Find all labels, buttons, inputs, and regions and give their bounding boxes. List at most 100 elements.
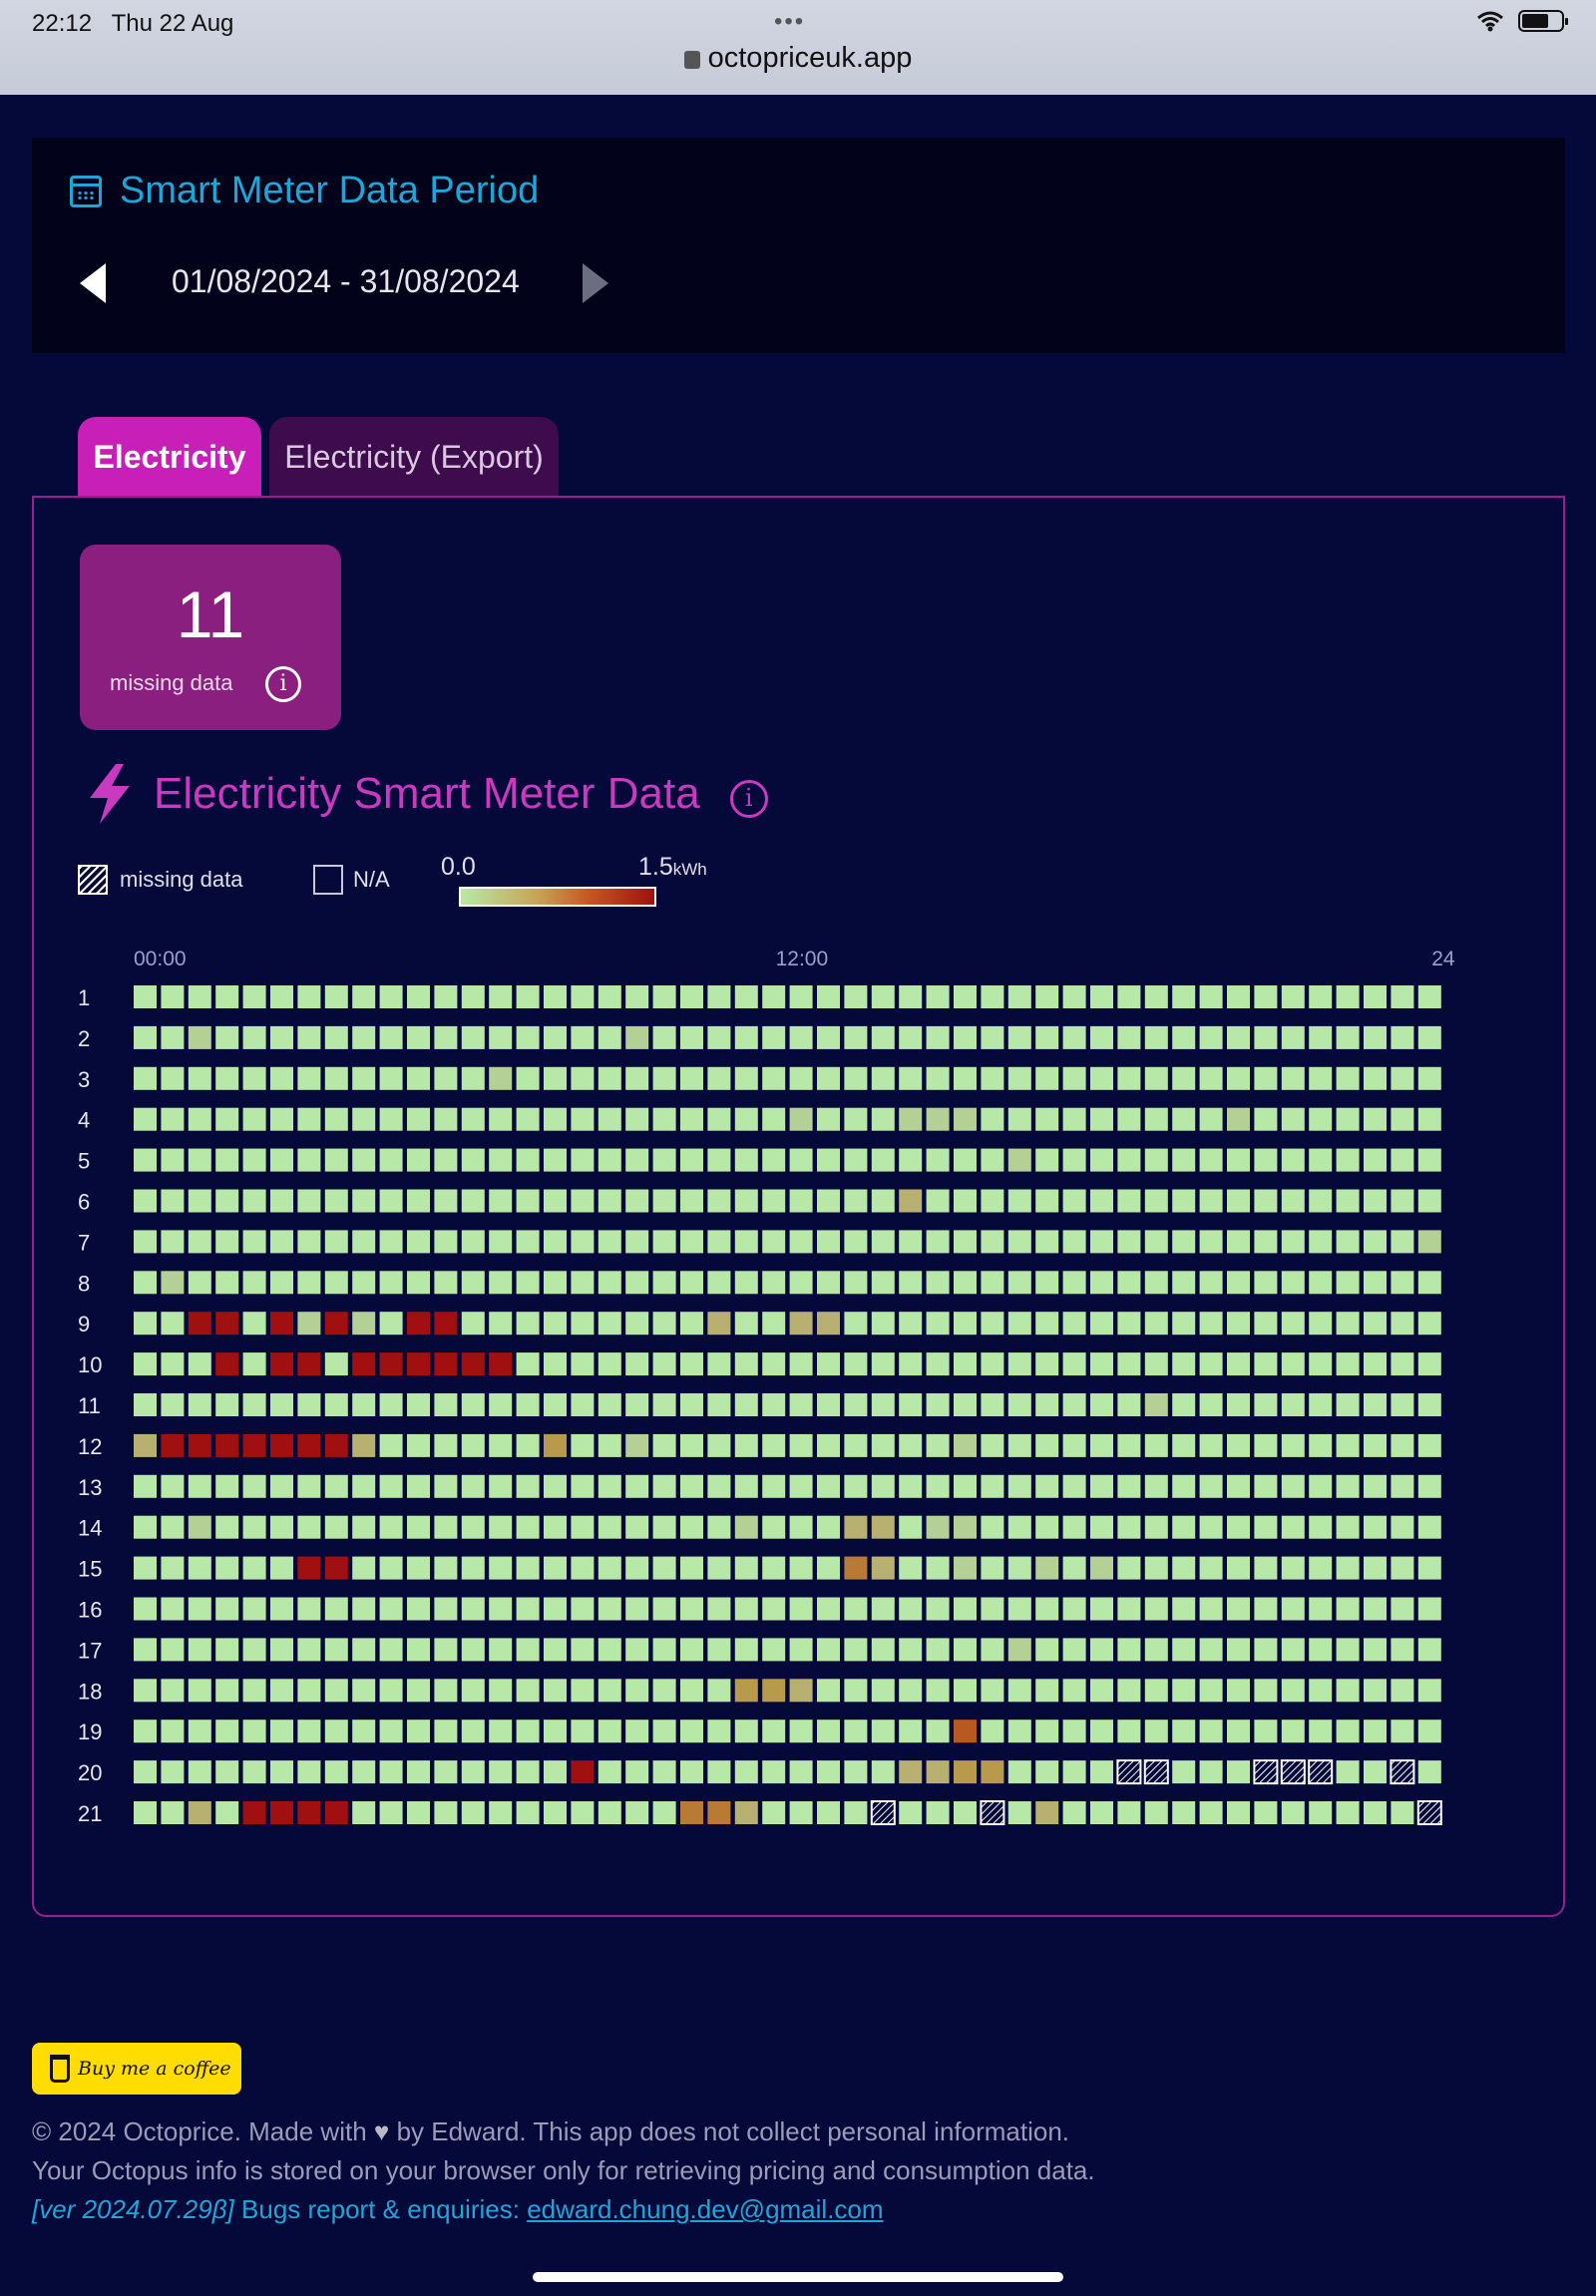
heatmap-cell[interactable] [762,1312,786,1336]
heatmap-cell[interactable] [297,1148,321,1172]
heatmap-cell[interactable] [434,1474,458,1498]
more-dots-icon[interactable]: ••• [774,8,806,35]
heatmap-cell[interactable] [625,985,649,1008]
heatmap-cell[interactable] [324,1352,348,1376]
heatmap-cell[interactable] [242,1271,266,1295]
heatmap-cell[interactable] [1090,1556,1113,1580]
heatmap-cell[interactable] [734,1393,758,1416]
heatmap-cell[interactable] [871,1230,895,1254]
heatmap-cell[interactable] [954,1312,977,1336]
heatmap-cell[interactable] [707,1189,731,1213]
heatmap-cell[interactable] [1227,1107,1250,1131]
heatmap-cell[interactable] [1199,1230,1223,1254]
heatmap-cell[interactable] [1309,1801,1333,1824]
heatmap-cell[interactable] [1035,1312,1059,1336]
heatmap-cell[interactable] [954,1352,977,1376]
heatmap-cell[interactable] [188,1393,211,1416]
heatmap-cell[interactable] [1172,1352,1196,1376]
heatmap-cell[interactable] [270,1760,293,1784]
heatmap-cell[interactable] [571,1556,595,1580]
missing-cell[interactable] [1416,1800,1442,1825]
heatmap-cell[interactable] [1117,1066,1141,1090]
heatmap-cell[interactable] [926,1433,950,1457]
heatmap-cell[interactable] [926,1515,950,1539]
heatmap-cell[interactable] [1364,1312,1387,1336]
heatmap-cell[interactable] [516,1720,540,1743]
heatmap-cell[interactable] [844,1679,868,1703]
heatmap-cell[interactable] [1062,1189,1086,1213]
heatmap-cell[interactable] [134,1148,157,1172]
heatmap-cell[interactable] [1090,1066,1113,1090]
heatmap-cell[interactable] [598,1148,621,1172]
heatmap-cell[interactable] [1364,1720,1387,1743]
heatmap-cell[interactable] [161,1271,185,1295]
heatmap-cell[interactable] [324,1189,348,1213]
heatmap-cell[interactable] [734,1230,758,1254]
heatmap-cell[interactable] [1391,985,1414,1008]
heatmap-cell[interactable] [789,1189,813,1213]
heatmap-cell[interactable] [1254,1189,1278,1213]
heatmap-cell[interactable] [1227,1801,1250,1824]
heatmap-cell[interactable] [734,1107,758,1131]
heatmap-cell[interactable] [297,1801,321,1824]
heatmap-cell[interactable] [817,1638,840,1662]
heatmap-cell[interactable] [1281,1801,1305,1824]
heatmap-cell[interactable] [1391,1025,1414,1049]
heatmap-cell[interactable] [1309,1433,1333,1457]
heatmap-cell[interactable] [461,1801,485,1824]
heatmap-cell[interactable] [461,1025,485,1049]
heatmap-cell[interactable] [434,1760,458,1784]
heatmap-cell[interactable] [161,1066,185,1090]
heatmap-cell[interactable] [544,1801,567,1824]
heatmap-cell[interactable] [1090,1271,1113,1295]
heatmap-cell[interactable] [324,1230,348,1254]
heatmap-cell[interactable] [324,1271,348,1295]
heatmap-cell[interactable] [1254,1025,1278,1049]
heatmap-cell[interactable] [1172,1148,1196,1172]
heatmap-cell[interactable] [1336,1107,1360,1131]
heatmap-cell[interactable] [1007,1025,1031,1049]
heatmap-cell[interactable] [817,1474,840,1498]
heatmap-cell[interactable] [707,1515,731,1539]
heatmap-cell[interactable] [215,1025,239,1049]
heatmap-cell[interactable] [817,1352,840,1376]
heatmap-cell[interactable] [407,985,430,1008]
heatmap-cell[interactable] [434,1025,458,1049]
heatmap-cell[interactable] [1227,1230,1250,1254]
heatmap-cell[interactable] [1227,1271,1250,1295]
heatmap-cell[interactable] [1062,1312,1086,1336]
heatmap-cell[interactable] [270,1312,293,1336]
heatmap-cell[interactable] [1199,1556,1223,1580]
heatmap-cell[interactable] [544,1393,567,1416]
heatmap-cell[interactable] [1144,1312,1168,1336]
heatmap-cell[interactable] [544,1720,567,1743]
heatmap-cell[interactable] [734,985,758,1008]
heatmap-cell[interactable] [1007,1760,1031,1784]
heatmap-cell[interactable] [1309,1025,1333,1049]
heatmap-cell[interactable] [954,1474,977,1498]
heatmap-cell[interactable] [817,1025,840,1049]
heatmap-cell[interactable] [1364,1801,1387,1824]
heatmap-cell[interactable] [434,1189,458,1213]
heatmap-cell[interactable] [516,985,540,1008]
heatmap-cell[interactable] [1090,1638,1113,1662]
heatmap-cell[interactable] [571,1107,595,1131]
heatmap-cell[interactable] [1035,1107,1059,1131]
heatmap-cell[interactable] [817,1597,840,1621]
heatmap-cell[interactable] [625,1148,649,1172]
heatmap-cell[interactable] [844,1393,868,1416]
heatmap-cell[interactable] [734,1760,758,1784]
heatmap-cell[interactable] [516,1271,540,1295]
heatmap-cell[interactable] [461,1066,485,1090]
heatmap-cell[interactable] [598,1760,621,1784]
heatmap-cell[interactable] [434,1066,458,1090]
heatmap-cell[interactable] [1035,1189,1059,1213]
heatmap-cell[interactable] [981,1230,1004,1254]
heatmap-cell[interactable] [461,1271,485,1295]
heatmap-cell[interactable] [352,1679,376,1703]
heatmap-cell[interactable] [215,1066,239,1090]
heatmap-cell[interactable] [1309,1638,1333,1662]
heatmap-cell[interactable] [352,1515,376,1539]
heatmap-cell[interactable] [954,1556,977,1580]
heatmap-cell[interactable] [407,1393,430,1416]
